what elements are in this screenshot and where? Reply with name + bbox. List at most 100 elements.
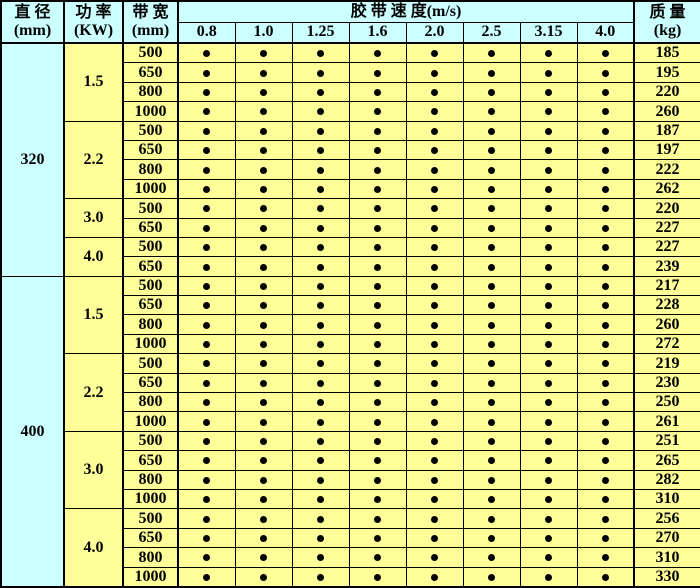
dot-icon xyxy=(545,515,552,523)
header-mass: 质 量 (kg) xyxy=(633,0,700,44)
dot-icon xyxy=(488,185,495,193)
dot-icon xyxy=(488,535,495,542)
mass-cell: 310 xyxy=(633,488,700,510)
speed-dot-cell xyxy=(462,469,521,491)
speed-dot-cell xyxy=(348,236,407,258)
speed-dot-cell xyxy=(405,411,464,432)
speed-dot-cell xyxy=(291,62,350,83)
speed-dot-cell xyxy=(576,42,635,64)
speed-dot-cell xyxy=(348,295,407,316)
speed-dot-cell xyxy=(405,198,464,219)
speed-dot-cell xyxy=(234,159,293,180)
header-speed-0.8: 0.8 xyxy=(177,21,236,44)
header-speed-3.15: 3.15 xyxy=(519,21,578,44)
dot-icon xyxy=(601,554,609,562)
dot-icon xyxy=(601,476,609,484)
speed-dot-cell xyxy=(519,236,578,258)
speed-dot-cell xyxy=(234,372,293,394)
dot-icon xyxy=(260,496,267,504)
dot-icon xyxy=(203,360,211,368)
speed-dot-cell xyxy=(291,101,350,122)
speed-dot-cell xyxy=(291,198,350,219)
speed-dot-cell xyxy=(291,178,350,200)
dot-icon xyxy=(431,89,438,97)
dot-icon xyxy=(317,573,324,581)
dot-icon xyxy=(374,496,381,504)
speed-dot-cell xyxy=(462,159,521,180)
speed-dot-cell xyxy=(405,42,464,64)
table-row: 800 310 xyxy=(1,547,700,568)
dot-icon xyxy=(488,457,495,465)
bandwidth-cell: 1000 xyxy=(122,178,179,200)
bandwidth-cell: 650 xyxy=(122,62,179,83)
dot-icon xyxy=(431,535,438,542)
dot-icon xyxy=(601,321,609,329)
table-row: 650 230 xyxy=(1,372,700,394)
speed-dot-cell xyxy=(177,256,236,277)
speed-dot-cell xyxy=(519,566,578,588)
speed-dot-cell xyxy=(576,198,635,219)
dot-icon xyxy=(601,535,609,542)
dot-icon xyxy=(203,50,211,58)
dot-icon xyxy=(545,535,552,542)
mass-cell: 228 xyxy=(633,295,700,316)
dot-icon xyxy=(203,185,211,193)
table-row: 4.0 500 256 xyxy=(1,508,700,588)
speed-dot-cell xyxy=(348,101,407,122)
dot-icon xyxy=(545,263,552,271)
bandwidth-cell: 1000 xyxy=(122,333,179,355)
dot-icon xyxy=(545,302,552,310)
table-row: 650 197 xyxy=(1,139,700,161)
speed-dot-cell xyxy=(462,295,521,316)
power-cell: 3.0 xyxy=(63,430,124,510)
speed-dot-cell xyxy=(234,488,293,510)
speed-dot-cell xyxy=(291,42,350,64)
dot-icon xyxy=(431,205,438,213)
table-row: 1000 330 xyxy=(1,566,700,588)
dot-icon xyxy=(488,108,495,116)
speed-dot-cell xyxy=(462,139,521,161)
dot-icon xyxy=(203,399,211,407)
speed-dot-cell xyxy=(234,469,293,491)
mass-cell: 256 xyxy=(633,508,700,529)
dot-icon xyxy=(374,360,381,368)
header-diameter: 直 径 (mm) xyxy=(0,0,65,44)
dot-icon xyxy=(317,224,324,232)
speed-dot-cell xyxy=(576,566,635,588)
dot-icon xyxy=(374,573,381,581)
speed-dot-cell xyxy=(291,566,350,588)
table-row: 1000 260 xyxy=(1,101,700,122)
speed-dot-cell xyxy=(348,527,407,549)
dot-icon xyxy=(203,127,211,135)
speed-dot-cell xyxy=(177,333,236,355)
dot-icon xyxy=(374,438,381,446)
speed-dot-cell xyxy=(291,508,350,529)
speed-dot-cell xyxy=(405,527,464,549)
dot-icon xyxy=(488,379,495,387)
speed-dot-cell xyxy=(177,81,236,103)
speed-dot-cell xyxy=(462,236,521,258)
dot-icon xyxy=(317,127,324,135)
speed-dot-cell xyxy=(576,217,635,238)
dot-icon xyxy=(545,185,552,193)
dot-icon xyxy=(601,418,609,426)
dot-icon xyxy=(260,263,267,271)
dot-icon xyxy=(431,321,438,329)
header-bandwidth-label: 带 宽 xyxy=(132,4,169,22)
header-speed-2.5: 2.5 xyxy=(462,21,521,44)
dot-icon xyxy=(374,302,381,310)
speed-dot-cell xyxy=(234,217,293,238)
speed-dot-cell xyxy=(348,566,407,588)
speed-dot-cell xyxy=(576,139,635,161)
speed-dot-cell xyxy=(234,139,293,161)
speed-dot-cell xyxy=(177,275,236,297)
dot-icon xyxy=(431,185,438,193)
power-cell: 2.2 xyxy=(63,120,124,200)
speed-dot-cell xyxy=(291,333,350,355)
speed-dot-cell xyxy=(348,120,407,141)
speed-dot-cell xyxy=(462,62,521,83)
dot-icon xyxy=(203,244,211,252)
dot-icon xyxy=(374,127,381,135)
speed-dot-cell xyxy=(348,217,407,238)
dot-icon xyxy=(601,69,609,77)
